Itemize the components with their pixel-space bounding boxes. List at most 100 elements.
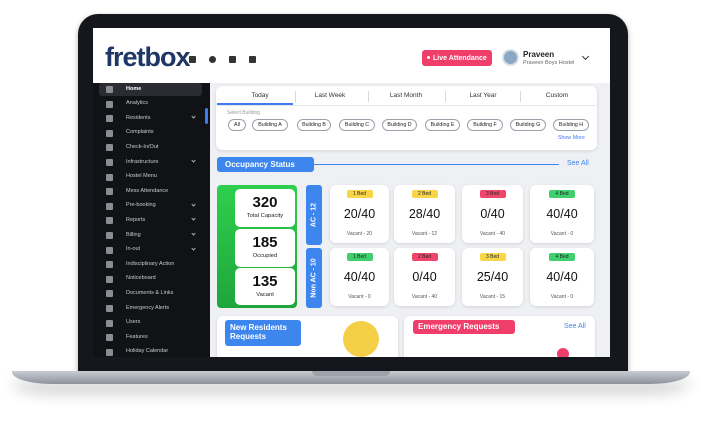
sidebar-icon bbox=[106, 173, 113, 181]
room-ratio: 28/40 bbox=[408, 207, 441, 221]
tab[interactable]: Last Week bbox=[314, 92, 346, 99]
room-vacant: Vacant - 0 bbox=[550, 294, 574, 300]
building-chip[interactable]: Building D bbox=[382, 119, 417, 131]
sidebar-icon bbox=[106, 305, 113, 312]
sidebar-icon bbox=[106, 246, 113, 254]
sidebar-item[interactable]: Reports bbox=[126, 216, 146, 223]
sidebar-item[interactable]: Mess Attendance bbox=[126, 187, 169, 194]
occupancy-see-all[interactable]: See All bbox=[567, 160, 589, 167]
show-more[interactable]: Show More bbox=[558, 135, 585, 141]
building-chip[interactable]: Building H bbox=[553, 119, 589, 131]
sidebar-item[interactable]: Emergency Alerts bbox=[126, 304, 170, 311]
summary-card bbox=[235, 268, 295, 305]
building-chip[interactable]: Building G bbox=[510, 119, 546, 131]
sidebar-icon bbox=[106, 159, 113, 166]
header-icon[interactable] bbox=[209, 56, 216, 63]
sidebar-icon bbox=[106, 334, 113, 342]
tab-separator bbox=[295, 91, 296, 102]
sidebar-item[interactable]: Documents & Links bbox=[126, 289, 174, 296]
tab[interactable]: Last Month bbox=[389, 92, 423, 99]
laptop-base bbox=[12, 371, 690, 384]
clock-icon bbox=[343, 321, 379, 357]
occupancy-rule bbox=[314, 164, 559, 165]
sidebar-icon bbox=[106, 261, 113, 269]
emergency-title: Emergency Requests bbox=[413, 320, 515, 334]
room-vacant: Vacant - 0 bbox=[348, 294, 371, 300]
sidebar-item[interactable]: Residents bbox=[126, 114, 151, 121]
tab-separator bbox=[444, 91, 446, 102]
room-vacant: Vacant - 12 bbox=[411, 231, 438, 237]
bed-badge: 1 Bed bbox=[346, 253, 373, 261]
sidebar-item[interactable]: Infrastructure bbox=[126, 158, 159, 165]
notch bbox=[312, 371, 390, 376]
emergency-see-all[interactable]: See All bbox=[564, 323, 586, 330]
tab[interactable]: Today bbox=[251, 92, 269, 99]
sidebar-icon bbox=[106, 290, 113, 298]
sidebar-item[interactable]: Features bbox=[126, 333, 148, 340]
live-attendance-button[interactable]: Live Attendance bbox=[422, 50, 492, 66]
sidebar-icon bbox=[106, 217, 113, 225]
new-requests-title: New Residents Requests bbox=[225, 320, 301, 346]
select-building-label: Select Building bbox=[227, 110, 261, 116]
group-tab: AC - 12 bbox=[306, 185, 322, 245]
header-icon[interactable] bbox=[189, 56, 196, 63]
tabs-rule bbox=[217, 105, 596, 106]
building-chip[interactable]: Building A bbox=[252, 119, 288, 131]
sidebar-icon bbox=[106, 188, 113, 196]
sidebar-item[interactable]: Holiday Calendar bbox=[126, 348, 169, 355]
room-ratio: 0/40 bbox=[480, 207, 505, 221]
group-tab: Non AC - 10 bbox=[306, 248, 322, 308]
avatar[interactable] bbox=[502, 49, 519, 66]
sidebar-icon bbox=[106, 202, 113, 210]
room-vacant: Vacant - 0 bbox=[550, 231, 574, 237]
header-bar bbox=[93, 28, 610, 83]
logo: fretbox bbox=[105, 42, 191, 72]
bed-badge: 3 Bed bbox=[479, 253, 506, 261]
group-label: AC - 12 bbox=[310, 202, 318, 228]
bed-badge: 4 Bed bbox=[549, 190, 575, 198]
sidebar-icon bbox=[106, 348, 113, 356]
room-ratio: 40/40 bbox=[343, 270, 376, 284]
sidebar-item[interactable]: In-out bbox=[126, 246, 141, 253]
building-chip[interactable]: Building C bbox=[339, 119, 375, 131]
bed-badge: 4 Bed bbox=[549, 253, 575, 261]
sidebar-item[interactable]: Noticeboard bbox=[126, 275, 156, 282]
sidebar-item[interactable]: Check-In/Out bbox=[126, 143, 159, 150]
room-vacant: Vacant - 40 bbox=[479, 231, 506, 237]
occupancy-title: Occupancy Status bbox=[217, 157, 314, 172]
user-name: Praveen bbox=[523, 50, 555, 59]
bed-badge: 2 Bed bbox=[411, 190, 438, 198]
sidebar-item[interactable]: Indisciplinary Action bbox=[126, 260, 175, 267]
room-ratio: 20/40 bbox=[343, 207, 376, 221]
building-chip[interactable]: Building B bbox=[297, 119, 331, 131]
summary-label: Vacant bbox=[256, 292, 274, 298]
sidebar-item[interactable]: Hostel Menu bbox=[126, 173, 157, 180]
header-icon[interactable] bbox=[229, 56, 236, 63]
bed-badge: 1 Bed bbox=[346, 190, 373, 198]
sidebar-icon bbox=[106, 129, 113, 137]
sidebar-item[interactable]: Analytics bbox=[126, 100, 149, 107]
sidebar-item[interactable]: Users bbox=[126, 319, 141, 326]
building-chip[interactable]: Building F bbox=[467, 119, 503, 131]
building-chip[interactable]: Building E bbox=[425, 119, 460, 131]
building-chip[interactable]: All bbox=[228, 119, 246, 131]
tab[interactable]: Last Year bbox=[469, 92, 497, 99]
sidebar-item[interactable]: Billing bbox=[126, 231, 141, 238]
filter-card bbox=[216, 86, 597, 150]
tab-separator bbox=[520, 91, 521, 102]
sidebar-item[interactable]: Home bbox=[126, 85, 142, 92]
header-icon[interactable] bbox=[249, 56, 256, 63]
room-vacant: Vacant - 15 bbox=[479, 294, 506, 300]
bed-badge: 2 Bed bbox=[411, 253, 438, 261]
bed-badge: 3 Bed bbox=[479, 190, 506, 198]
sidebar-icon bbox=[106, 115, 113, 123]
sidebar-item[interactable]: Pre-booking bbox=[126, 202, 156, 209]
alarm-icon bbox=[557, 348, 569, 357]
sidebar-item[interactable]: Complaints bbox=[126, 129, 154, 136]
summary-label: Occupied bbox=[252, 253, 278, 259]
tab[interactable]: Custom bbox=[545, 92, 569, 99]
sidebar-icon bbox=[106, 275, 113, 283]
sidebar-icon bbox=[106, 86, 113, 93]
summary-value: 320 bbox=[252, 194, 278, 211]
